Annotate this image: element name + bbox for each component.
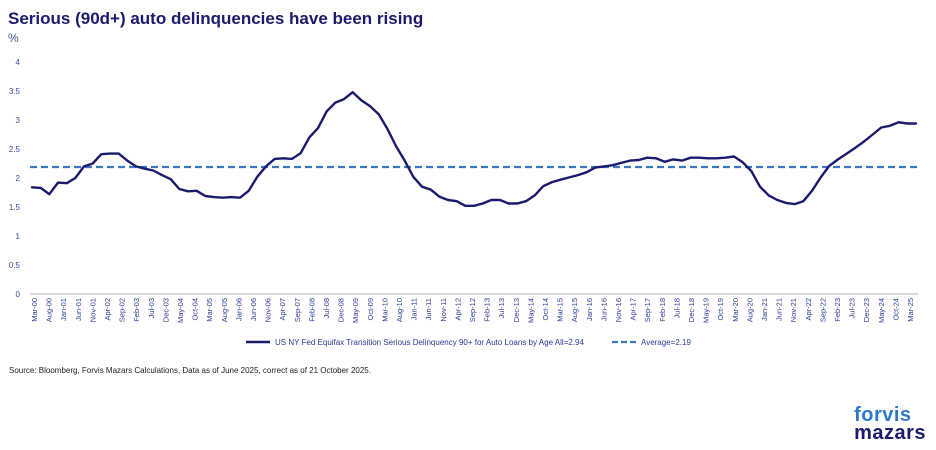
x-tick-label: Mar-10 (380, 298, 389, 322)
x-tick-label: May-24 (877, 298, 886, 323)
y-tick-label: 3.5 (9, 87, 21, 96)
y-tick-label: 0 (16, 290, 21, 299)
x-tick-label: Dec-23 (862, 298, 871, 322)
logo-line-1: forvis (854, 404, 912, 426)
x-tick-label: Apr-02 (103, 298, 112, 321)
x-tick-label: Jan-01 (59, 298, 68, 321)
y-axis-unit-label: % (8, 31, 19, 45)
x-tick-label: Nov-21 (789, 298, 798, 322)
legend: US NY Fed Equifax Transition Serious Del… (246, 338, 691, 347)
x-tick-label: Aug-15 (570, 298, 579, 322)
x-tick-label: Sep-02 (118, 298, 127, 322)
delinquency-series (30, 90, 918, 208)
x-tick-label: Nov-11 (439, 298, 448, 322)
x-tick-label: Oct-04 (191, 298, 200, 321)
legend-label-series: US NY Fed Equifax Transition Serious Del… (275, 338, 584, 347)
chart-title: Serious (90d+) auto delinquencies have b… (8, 9, 424, 28)
x-tick-label: May-09 (351, 298, 360, 323)
x-tick-label: Oct-19 (716, 298, 725, 321)
x-tick-label: Jul-03 (147, 298, 156, 318)
x-tick-label: Mar-20 (731, 298, 740, 322)
x-tick-label: May-19 (702, 298, 711, 323)
x-tick-label: Sep-17 (643, 298, 652, 322)
x-tick-label: Feb-13 (483, 298, 492, 322)
x-tick-label: Oct-24 (891, 298, 900, 321)
forvis-mazars-logo: forvis mazars (854, 404, 926, 444)
y-tick-label: 4 (16, 58, 21, 67)
logo-line-2: mazars (854, 422, 926, 444)
x-tick-label: Dec-03 (161, 298, 170, 322)
x-tick-label: Jun-21 (775, 298, 784, 321)
x-tick-label: Feb-23 (833, 298, 842, 322)
x-tick-label: Apr-07 (278, 298, 287, 321)
x-tick-label: Dec-13 (512, 298, 521, 322)
x-tick-label: Jun-11 (424, 298, 433, 320)
x-tick-label: Nov-16 (614, 298, 623, 322)
y-tick-label: 3 (16, 116, 21, 125)
x-tick-label: Sep-12 (468, 298, 477, 322)
y-tick-label: 2.5 (9, 145, 21, 154)
x-tick-label: Nov-01 (88, 298, 97, 322)
x-tick-label: Jun-06 (249, 298, 258, 321)
x-tick-label: Feb-03 (132, 298, 141, 322)
x-tick-label: Dec-18 (687, 298, 696, 322)
y-tick-label: 0.5 (9, 261, 21, 270)
x-tick-label: Oct-14 (541, 298, 550, 321)
x-tick-label: Aug-05 (220, 298, 229, 322)
x-tick-label: May-04 (176, 298, 185, 323)
x-tick-label: Mar-00 (30, 298, 39, 322)
source-note: Source: Bloomberg, Forvis Mazars Calcula… (9, 366, 371, 375)
x-tick-label: Jun-16 (599, 298, 608, 321)
x-tick-label: Jan-06 (234, 298, 243, 321)
x-tick-label: Aug-00 (45, 298, 54, 322)
x-tick-label: Feb-08 (307, 298, 316, 322)
legend-label-average: Average=2.19 (641, 338, 691, 347)
x-tick-label: Sep-22 (818, 298, 827, 322)
x-axis-ticks: Mar-00 Aug-00 Jan-01 Jun-01 Nov-01 Apr-02 Sep-… (30, 298, 915, 323)
x-tick-label: Jan-21 (760, 298, 769, 321)
x-tick-label: Sep-07 (293, 298, 302, 322)
x-tick-label: Jul-08 (322, 298, 331, 318)
x-tick-label: Aug-20 (745, 298, 754, 322)
x-tick-label: Feb-18 (658, 298, 667, 322)
x-tick-label: Aug-10 (395, 298, 404, 322)
y-tick-label: 2 (16, 174, 21, 183)
y-axis-ticks: 0 0.5 1 1.5 2 2.5 3 3.5 4 (9, 58, 21, 299)
x-tick-label: Oct-09 (366, 298, 375, 321)
x-tick-label: Jan-11 (410, 298, 419, 320)
x-tick-label: Mar-05 (205, 298, 214, 322)
y-tick-label: 1 (16, 232, 21, 241)
y-tick-label: 1.5 (9, 203, 21, 212)
x-tick-label: Jul-18 (672, 298, 681, 318)
delinquency-line (30, 90, 918, 208)
x-tick-label: Jul-23 (848, 298, 857, 318)
x-tick-label: Mar-15 (556, 298, 565, 322)
x-tick-label: Apr-22 (804, 298, 813, 321)
x-tick-label: Jan-16 (585, 298, 594, 321)
x-tick-label: Jun-01 (74, 298, 83, 321)
line-chart: 0 0.5 1 1.5 2 2.5 3 3.5 4 Mar-00 Aug-00 Jan-01 Jun-… (9, 58, 918, 347)
x-tick-label: Dec-08 (337, 298, 346, 322)
x-tick-label: Mar-25 (906, 298, 915, 322)
x-tick-label: May-14 (526, 298, 535, 323)
x-tick-label: Nov-06 (264, 298, 273, 322)
x-tick-label: Apr-12 (453, 298, 462, 321)
x-tick-label: Jul-13 (497, 298, 506, 318)
x-tick-label: Apr-17 (629, 298, 638, 321)
